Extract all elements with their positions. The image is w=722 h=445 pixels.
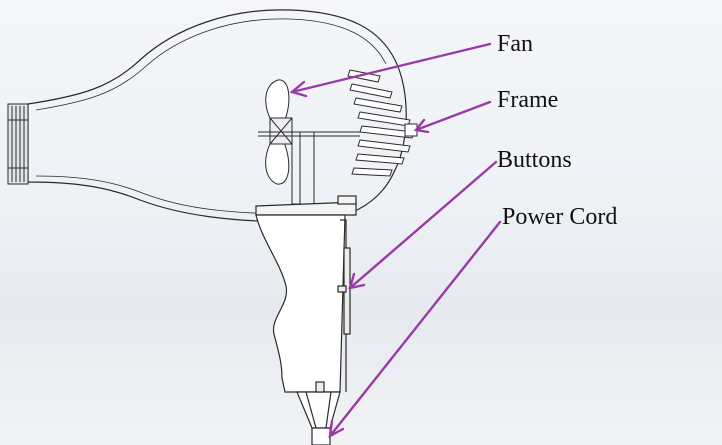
power-cord-relief [296,381,341,445]
fan-assembly [258,79,360,205]
dryer-body [27,9,407,223]
frame-arrow [413,100,492,134]
frame-vanes [347,69,418,177]
dryer-handle [255,195,357,393]
power-cord-label: Power Cord [502,204,618,230]
callout-arrows [289,42,502,439]
power-cord-arrow [328,220,502,439]
frame-label: Frame [497,87,559,113]
fan-label: Fan [497,31,533,57]
fan-arrow [289,42,492,98]
buttons-label: Buttons [497,147,572,173]
dryer-nozzle [7,103,29,185]
buttons-arrow [348,160,498,290]
